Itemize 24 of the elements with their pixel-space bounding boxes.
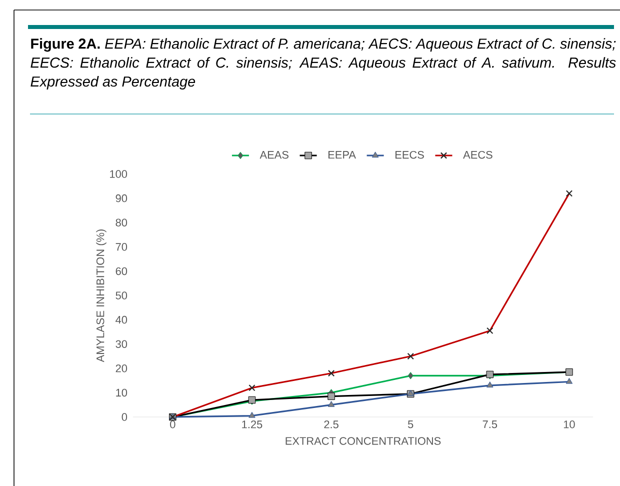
x-tick-label: 7.5 xyxy=(482,420,498,428)
y-tick-label: 90 xyxy=(116,194,128,202)
y-tick-label: 60 xyxy=(116,267,128,276)
x-tick-label: 5 xyxy=(408,420,414,428)
x-tick-label: 2.5 xyxy=(324,420,338,428)
y-tick-label: 80 xyxy=(116,218,128,226)
y-tick-label: 70 xyxy=(116,243,128,251)
y-tick-label: 50 xyxy=(116,292,128,300)
y-tick-label: 40 xyxy=(116,316,128,324)
legend-label: EECS xyxy=(396,150,424,159)
y-tick-label: 0 xyxy=(122,413,128,421)
x-tick-label: 0 xyxy=(170,420,176,428)
y-tick-label: 30 xyxy=(116,340,128,348)
x-tick-label: 10 xyxy=(564,420,575,428)
x-tick-label: 1.25 xyxy=(242,420,262,428)
legend-label: AEAS xyxy=(260,150,288,159)
x-axis-title: EXTRACT CONCENTRATIONS xyxy=(286,437,441,445)
y-tick-label: 20 xyxy=(116,364,128,372)
legend-label: AECS xyxy=(463,150,492,159)
y-tick-label: 10 xyxy=(116,388,128,397)
y-axis-title: AMYLASE INHIBITION (%) xyxy=(96,229,106,362)
legend-label: EEPA xyxy=(328,151,356,159)
y-tick-label: 100 xyxy=(110,170,128,178)
chart-title: Figure 2A. EEPA: Ethanolic Extract of P. americana; AECS: Aqueous Extract of C. sinensis; EECS: Ethanolic Extract of C. sinensis; AEAS: Aqueous Extract of A. sativum. Results Expressed as Percentage xyxy=(30,38,616,90)
